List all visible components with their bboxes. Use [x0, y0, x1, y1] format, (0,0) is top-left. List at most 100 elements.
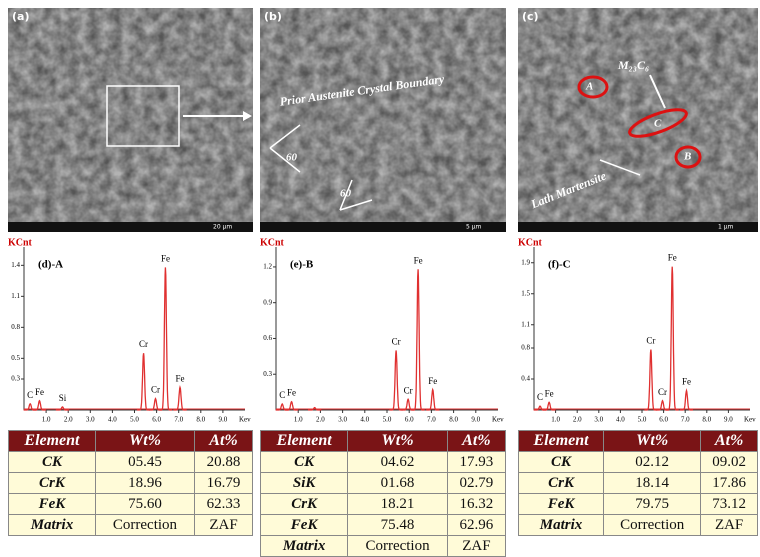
table-cell: Matrix [261, 536, 348, 557]
image-annotation: A [585, 81, 593, 93]
x-tick-label: 9.0 [724, 416, 733, 424]
table-row: SiK01.6802.79 [261, 473, 506, 494]
image-annotation: C [654, 118, 662, 130]
table-cell: 04.62 [348, 452, 448, 473]
x-tick-label: 1.0 [42, 416, 51, 424]
table-row: CrK18.1417.86 [519, 473, 758, 494]
table-cell: At% [447, 431, 505, 452]
peak-label: Cr [151, 385, 160, 395]
x-tick-label: 8.0 [702, 416, 711, 424]
x-tick-label: 1.0 [551, 416, 560, 424]
table-cell: FeK [261, 515, 348, 536]
peak-label: Fe [287, 388, 296, 398]
y-tick-label: 0.6 [263, 334, 272, 342]
x-unit: Kev [492, 416, 504, 424]
peak-label: Si [59, 393, 67, 403]
scale-label: 1 µm [718, 224, 734, 231]
eds-table: ElementWt%At%CK05.4520.88CrK18.9616.79Fe… [8, 430, 253, 536]
x-tick-label: 6.0 [659, 416, 668, 424]
x-tick-label: 4.0 [108, 416, 117, 424]
spectrum-peak [666, 267, 679, 410]
spectrum-peak [149, 399, 162, 410]
table-row: FeK75.4862.96 [261, 515, 506, 536]
y-unit: KCnt [518, 237, 543, 248]
spectrum-label: (e)-B [290, 259, 314, 271]
table-cell: SiK [261, 473, 348, 494]
table-cell: 18.14 [604, 473, 701, 494]
table-cell: Correction [604, 515, 701, 536]
table-cell: Matrix [519, 515, 604, 536]
table-cell: 17.86 [701, 473, 758, 494]
table-cell: 09.02 [701, 452, 758, 473]
table-cell: At% [195, 431, 253, 452]
table-cell: Element [519, 431, 604, 452]
x-tick-label: 7.0 [681, 416, 690, 424]
peak-label: C [27, 390, 33, 400]
y-tick-label: 0.5 [11, 354, 20, 362]
table-cell: CrK [519, 473, 604, 494]
y-tick-label: 0.9 [263, 298, 272, 306]
spectrum-peak [137, 353, 150, 410]
table-cell: 18.21 [348, 494, 448, 515]
eds-table: ElementWt%At%CK04.6217.93SiK01.6802.79Cr… [260, 430, 506, 557]
y-tick-label: 1.4 [11, 261, 20, 269]
spectrum-peak [411, 269, 424, 410]
table-row: FeK79.7573.12 [519, 494, 758, 515]
table-cell: CK [519, 452, 604, 473]
x-tick-label: 7.0 [427, 416, 436, 424]
x-tick-label: 8.0 [449, 416, 458, 424]
image-annotation: M₂₃C₆ [617, 58, 649, 72]
y-tick-label: 1.2 [263, 263, 272, 271]
x-tick-label: 6.0 [152, 416, 161, 424]
x-tick-label: 1.0 [294, 416, 303, 424]
table-cell: 01.68 [348, 473, 448, 494]
x-unit: Kev [239, 416, 251, 424]
table-cell: Wt% [95, 431, 194, 452]
table-cell: CK [261, 452, 348, 473]
spectrum-label: (f)-C [548, 259, 571, 271]
table-cell: 02.79 [447, 473, 505, 494]
image-annotation: 60 [340, 188, 352, 200]
peak-label: Cr [392, 336, 401, 346]
x-tick-label: 4.0 [616, 416, 625, 424]
table-cell: Matrix [9, 515, 96, 536]
peak-label: Fe [161, 253, 170, 263]
table-cell: 62.33 [195, 494, 253, 515]
spectrum-peak [389, 350, 402, 410]
table-cell: 17.93 [447, 452, 505, 473]
panel-label: (b) [264, 10, 282, 23]
table-row: CK04.6217.93 [261, 452, 506, 473]
x-tick-label: 4.0 [360, 416, 369, 424]
panel-label: (c) [522, 10, 539, 23]
table-cell: Element [9, 431, 96, 452]
peak-label: C [279, 390, 285, 400]
x-tick-label: 9.0 [219, 416, 228, 424]
peak-label: Cr [658, 387, 667, 397]
y-tick-label: 0.3 [263, 370, 272, 378]
table-cell: 16.32 [447, 494, 505, 515]
x-tick-label: 2.0 [64, 416, 73, 424]
x-tick-label: 3.0 [86, 416, 95, 424]
table-cell: 18.96 [95, 473, 194, 494]
table-cell: FeK [519, 494, 604, 515]
spectrum-peak [426, 390, 439, 410]
peak-label: C [537, 392, 543, 402]
table-cell: Wt% [348, 431, 448, 452]
y-unit: KCnt [8, 237, 33, 248]
table-cell: 05.45 [95, 452, 194, 473]
table-cell: 79.75 [604, 494, 701, 515]
y-tick-label: 1.1 [11, 292, 20, 300]
x-tick-label: 3.0 [594, 416, 603, 424]
scale-label: 5 µm [466, 224, 482, 231]
table-row: MatrixCorrectionZAF [9, 515, 253, 536]
peak-label: Fe [668, 253, 677, 263]
table-cell: FeK [9, 494, 96, 515]
peak-label: Fe [682, 377, 691, 387]
table-cell: ZAF [701, 515, 758, 536]
